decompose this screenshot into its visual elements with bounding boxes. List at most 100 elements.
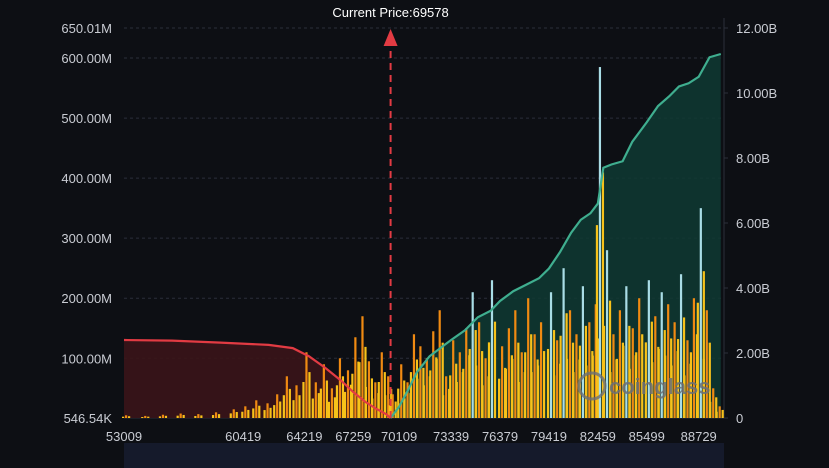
coinglass-logo-icon: [577, 371, 607, 401]
x-tick-label: 79419: [531, 429, 567, 444]
volume-bar: [435, 358, 438, 418]
volume-bar: [349, 384, 353, 418]
volume-bar: [682, 317, 686, 418]
volume-bar: [255, 400, 258, 418]
x-tick-label: 64219: [286, 429, 322, 444]
x-tick-label: 60419: [225, 429, 261, 444]
volume-bar: [721, 409, 724, 418]
volume-bar: [325, 380, 328, 418]
volume-bar: [252, 408, 255, 418]
volume-bar: [308, 372, 311, 418]
volume-bar: [635, 352, 638, 418]
volume-bar: [692, 298, 696, 418]
volume-bar: [282, 395, 285, 418]
y-right-tick-label: 6.00B: [736, 216, 770, 231]
volume-bar: [612, 334, 615, 418]
volume-bar: [654, 316, 657, 418]
volume-bar: [161, 414, 165, 418]
volume-bar: [641, 334, 644, 418]
volume-bar: [628, 368, 631, 418]
volume-bar: [279, 401, 282, 418]
volume-bar: [276, 394, 279, 418]
volume-bar: [501, 346, 504, 418]
volume-bar: [670, 365, 673, 418]
volume-bar: [298, 395, 301, 418]
volume-bar: [507, 328, 510, 418]
y-left-tick-label: 100.00M: [61, 351, 112, 366]
volume-bar: [709, 401, 712, 418]
volume-bar: [618, 310, 622, 418]
volume-bar: [383, 372, 386, 418]
volume-bar: [536, 365, 540, 418]
short-cumulative-line: [123, 338, 392, 419]
volume-bar: [601, 172, 605, 418]
volume-bar: [673, 322, 676, 418]
volume-bar: [322, 364, 325, 418]
volume-bar: [302, 381, 305, 418]
volume-bar: [391, 394, 394, 418]
y-right-tick-label: 2.00B: [736, 346, 770, 361]
volume-bar: [572, 372, 575, 418]
volume-bar: [556, 340, 559, 418]
volume-bar: [498, 378, 501, 418]
volume-bar: [702, 271, 705, 418]
volume-bar: [605, 250, 609, 418]
volume-bar: [595, 225, 599, 418]
volume-bar: [533, 334, 536, 418]
volume-bar: [416, 378, 419, 418]
volume-bar: [562, 268, 565, 418]
volume-bar: [229, 413, 232, 418]
volume-bar: [370, 378, 374, 418]
volume-bar: [644, 342, 647, 418]
volume-bar: [141, 417, 144, 419]
volume-bar: [559, 335, 562, 418]
volume-bar: [358, 362, 361, 418]
volume-bar: [715, 411, 718, 418]
volume-bar: [699, 208, 702, 418]
y-left-tick-label: 546.54K: [64, 411, 113, 426]
volume-bar: [327, 401, 331, 418]
volume-bar: [422, 385, 425, 418]
volume-bars: [122, 67, 724, 419]
volume-bar: [288, 388, 291, 418]
volume-bar: [651, 362, 654, 418]
volume-bar: [712, 388, 715, 418]
cumulative-areas: [124, 54, 721, 418]
volume-bar: [419, 346, 422, 418]
x-tick-label: 73339: [433, 429, 469, 444]
volume-bar: [364, 346, 367, 418]
volume-bar: [622, 345, 625, 418]
volume-bar: [490, 280, 494, 418]
volume-bar: [631, 328, 634, 418]
volume-bar: [147, 416, 150, 418]
volume-bar: [667, 304, 670, 418]
volume-bar: [305, 352, 308, 418]
scroll-strip[interactable]: [124, 443, 724, 468]
volume-bar: [122, 416, 125, 418]
volume-bar: [539, 322, 543, 418]
volume-bar: [553, 375, 556, 418]
volume-bar: [351, 373, 354, 418]
volume-bar: [432, 331, 435, 418]
x-tick-label: 85499: [629, 429, 665, 444]
volume-bar: [542, 351, 546, 418]
volume-bar: [686, 340, 689, 418]
volume-bar: [452, 340, 455, 418]
volume-bar: [660, 292, 663, 418]
volume-bar: [715, 397, 718, 418]
volume-bar: [597, 338, 600, 418]
x-tick-label: 67259: [335, 429, 371, 444]
y-axis-left: 546.54K 100.00M 200.00M 300.00M 400.00M 500.0…: [61, 21, 112, 426]
volume-bar: [718, 406, 721, 418]
cumulative-lines: [123, 52, 722, 419]
volume-bar: [285, 376, 288, 418]
volume-bar: [638, 298, 641, 418]
volume-bar: [333, 397, 337, 418]
volume-bar: [361, 316, 364, 418]
volume-bar: [575, 334, 578, 418]
volume-bar: [594, 304, 597, 418]
volume-bar: [471, 292, 474, 418]
volume-bar: [676, 339, 680, 418]
